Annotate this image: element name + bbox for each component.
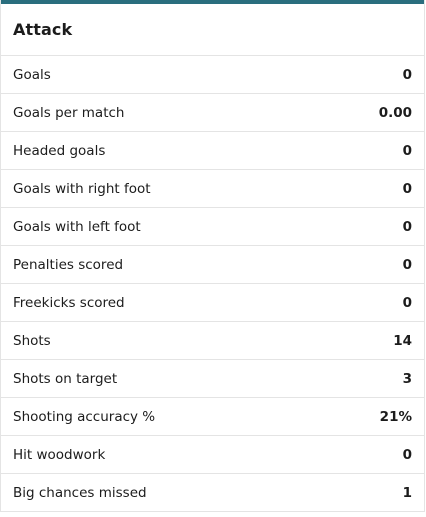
stat-label: Goals with right foot bbox=[13, 180, 151, 197]
stat-row-hit-woodwork: Hit woodwork 0 bbox=[1, 436, 424, 474]
stat-value: 0 bbox=[402, 218, 412, 235]
stat-row-big-chances-missed: Big chances missed 1 bbox=[1, 474, 424, 512]
stat-value: 0 bbox=[402, 256, 412, 273]
stat-label: Shots on target bbox=[13, 370, 118, 387]
stat-value: 0 bbox=[402, 66, 412, 83]
stat-label: Goals bbox=[13, 66, 51, 83]
stat-value: 0 bbox=[402, 142, 412, 159]
stat-label: Penalties scored bbox=[13, 256, 124, 273]
stat-label: Shooting accuracy % bbox=[13, 408, 156, 425]
stat-row-goals: Goals 0 bbox=[1, 56, 424, 94]
stat-list: Goals 0 Goals per match 0.00 Headed goal… bbox=[1, 56, 424, 512]
stat-row-freekicks-scored: Freekicks scored 0 bbox=[1, 284, 424, 322]
stat-row-headed-goals: Headed goals 0 bbox=[1, 132, 424, 170]
stat-label: Goals per match bbox=[13, 104, 125, 121]
stat-value: 0 bbox=[402, 446, 412, 463]
stat-value: 3 bbox=[402, 370, 412, 387]
stat-label: Big chances missed bbox=[13, 485, 147, 501]
card-title: Attack bbox=[13, 20, 73, 39]
card-header: Attack bbox=[1, 4, 424, 56]
stat-label: Hit woodwork bbox=[13, 446, 106, 463]
stat-value: 21% bbox=[379, 408, 412, 425]
stat-label: Goals with left foot bbox=[13, 218, 141, 235]
stat-row-goals-per-match: Goals per match 0.00 bbox=[1, 94, 424, 132]
stat-row-shots-on-target: Shots on target 3 bbox=[1, 360, 424, 398]
stat-row-shooting-accuracy: Shooting accuracy % 21% bbox=[1, 398, 424, 436]
stat-row-goals-left-foot: Goals with left foot 0 bbox=[1, 208, 424, 246]
stat-label: Shots bbox=[13, 332, 51, 349]
stat-value: 1 bbox=[402, 485, 412, 501]
stat-label: Freekicks scored bbox=[13, 294, 125, 311]
stat-row-penalties-scored: Penalties scored 0 bbox=[1, 246, 424, 284]
card-accent-bar bbox=[1, 0, 424, 4]
stat-value: 0.00 bbox=[378, 104, 412, 121]
stat-value: 0 bbox=[402, 294, 412, 311]
stat-value: 0 bbox=[402, 180, 412, 197]
stat-row-shots: Shots 14 bbox=[1, 322, 424, 360]
stat-label: Headed goals bbox=[13, 142, 106, 159]
stat-value: 14 bbox=[393, 332, 412, 349]
stat-row-goals-right-foot: Goals with right foot 0 bbox=[1, 170, 424, 208]
